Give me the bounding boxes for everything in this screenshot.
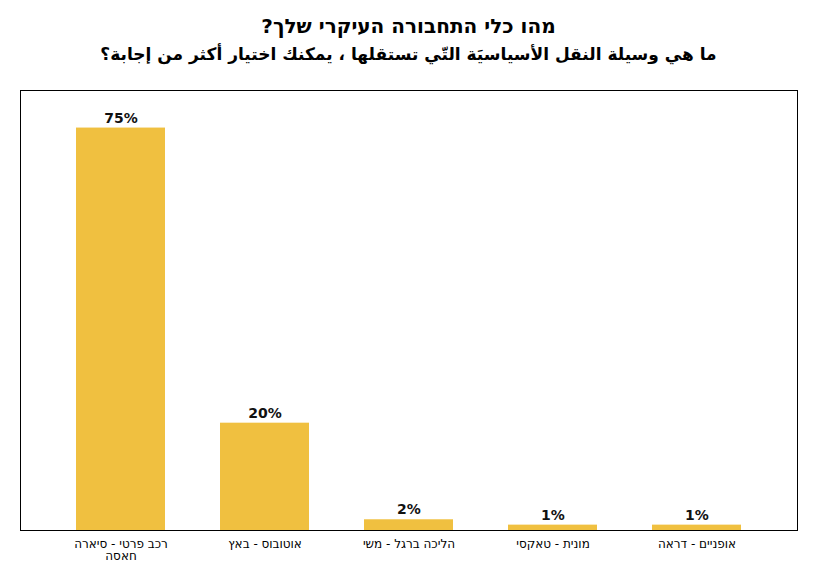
svg-text:אוטובוס - באץ: אוטובוס - באץ <box>228 537 302 551</box>
svg-text:אופניים - דראה: אופניים - דראה <box>658 537 736 551</box>
html-text:ما هي وسيلة النقل الأسياسيَة ا: ما هي وسيلة النقل الأسياسيَة التّي تستقل… <box>100 44 717 64</box>
svg-text:20%: 20% <box>248 405 282 421</box>
svg-text:2%: 2% <box>397 501 421 517</box>
html-text:מהו כלי התחבורה העיקרי שלך?: מהו כלי התחבורה העיקרי שלך? <box>261 14 556 38</box>
svg-text:75%: 75% <box>104 110 138 126</box>
svg-text:הליכה ברגל - משי: הליכה ברגל - משי <box>363 537 455 551</box>
svg-text:מונית - טאקסי: מונית - טאקסי <box>516 537 590 551</box>
svg-text:1%: 1% <box>541 507 565 523</box>
svg-text:רכב פרטי - סיארהחאסה: רכב פרטי - סיארהחאסה <box>74 537 168 563</box>
svg-text:1%: 1% <box>685 507 709 523</box>
